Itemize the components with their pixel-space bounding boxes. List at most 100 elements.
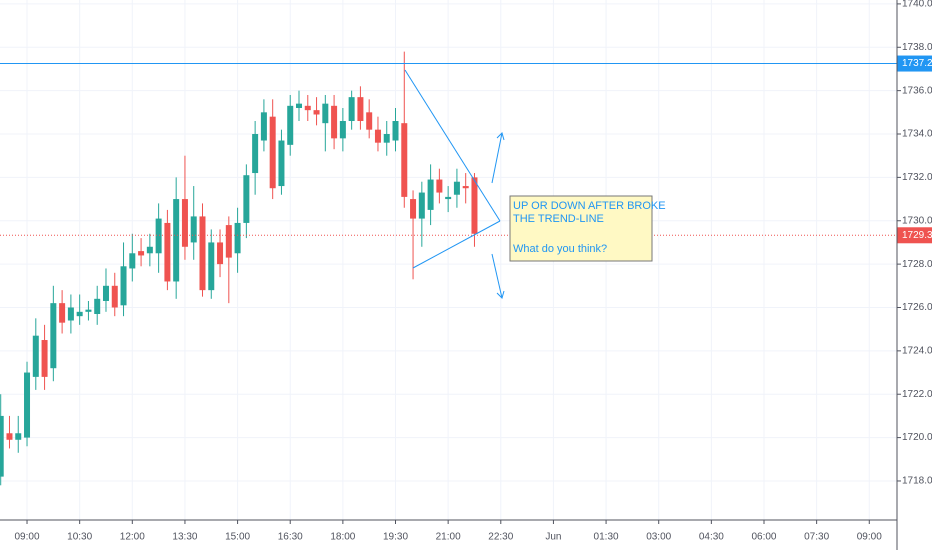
candle-body <box>243 175 250 223</box>
candle-body <box>234 222 241 254</box>
candle-body <box>339 121 346 139</box>
x-tick-label: 13:30 <box>172 532 197 543</box>
price-label: 1737.25 <box>902 58 932 69</box>
arrow-head <box>496 132 505 141</box>
candle-body <box>374 129 381 143</box>
x-tick-label: 15:00 <box>225 532 250 543</box>
candle-body <box>50 303 57 369</box>
y-tick-label: 1722.00 <box>902 389 932 400</box>
y-tick-label: 1740.00 <box>902 0 932 10</box>
candle-body <box>102 285 109 301</box>
candle-body <box>462 186 469 189</box>
candle-body <box>24 372 31 438</box>
y-tick-label: 1726.00 <box>902 302 932 313</box>
candle-body <box>173 199 180 282</box>
y-tick-label: 1734.00 <box>902 129 932 140</box>
candle-body <box>260 112 267 141</box>
x-tick-label: 09:00 <box>857 532 882 543</box>
x-tick-label: 10:30 <box>67 532 92 543</box>
candle-body <box>67 307 74 321</box>
candle-body <box>436 179 443 193</box>
candle-body <box>252 134 259 174</box>
x-tick-label: 18:00 <box>330 532 355 543</box>
candle-body <box>225 225 232 258</box>
candle-body <box>331 105 338 139</box>
candle-body <box>199 216 206 291</box>
candle-body <box>287 105 294 145</box>
candle-body <box>94 298 101 314</box>
candle-body <box>418 192 425 219</box>
x-tick-label: 09:00 <box>15 532 40 543</box>
candle-body <box>304 105 311 111</box>
candle-body <box>366 112 373 130</box>
candles <box>0 51 897 486</box>
y-tick-label: 1718.00 <box>902 476 932 487</box>
candle-body <box>427 179 434 210</box>
candle-body <box>41 340 48 377</box>
annotation-text: What do you think? <box>513 243 607 255</box>
candle-body <box>322 103 329 124</box>
x-tick-label: 16:30 <box>278 532 303 543</box>
x-tick-label: 06:00 <box>751 532 776 543</box>
candle-body <box>85 309 92 312</box>
candle-body <box>138 251 145 256</box>
candle-body <box>313 110 320 115</box>
candle-body <box>296 103 302 108</box>
candle-body <box>445 196 452 200</box>
candle-body <box>217 242 224 265</box>
candle-body <box>453 181 460 195</box>
x-tick-label: 21:00 <box>436 532 461 543</box>
candle-body <box>155 218 162 254</box>
candle-body <box>357 97 364 122</box>
y-tick-label: 1730.00 <box>902 215 932 226</box>
x-tick-label: 03:00 <box>646 532 671 543</box>
price-label: 1729.33 <box>902 230 932 241</box>
candle-body <box>410 199 417 219</box>
candle-body <box>146 246 153 254</box>
x-tick-label: 12:00 <box>120 532 145 543</box>
candle-body <box>278 140 285 187</box>
candle-body <box>32 335 39 377</box>
candle-body <box>348 97 355 122</box>
x-tick-label: 04:30 <box>699 532 724 543</box>
x-tick-label: 19:30 <box>383 532 408 543</box>
y-tick-label: 1728.00 <box>902 259 932 270</box>
candle-body <box>76 311 83 317</box>
candle-body <box>190 216 197 243</box>
candle-body <box>208 242 215 291</box>
candle-body <box>0 415 4 477</box>
candle-body <box>111 285 118 308</box>
y-tick-label: 1736.00 <box>902 85 932 96</box>
arrow <box>491 132 503 184</box>
x-tick-label: 07:30 <box>804 532 829 543</box>
y-tick-label: 1724.00 <box>902 345 932 356</box>
y-tick-label: 1732.00 <box>902 172 932 183</box>
y-tick-label: 1720.00 <box>902 432 932 443</box>
annotation: UP OR DOWN AFTER BROKE THE TREND-LINE Wh… <box>509 195 666 262</box>
candle-body <box>392 121 399 141</box>
candle-body <box>471 177 478 234</box>
trend-line <box>404 69 501 222</box>
arrow <box>491 253 503 299</box>
annotation-text: THE TREND-LINE <box>513 213 604 225</box>
candle-body <box>120 266 127 306</box>
candle-body <box>15 433 22 440</box>
candle-body <box>181 199 188 247</box>
annotation-text: UP OR DOWN AFTER BROKE <box>513 200 666 212</box>
trend-line <box>412 220 501 269</box>
x-tick-label: 01:30 <box>594 532 619 543</box>
price-label-box <box>897 227 932 244</box>
candle-body <box>401 123 408 197</box>
x-tick-label: Jun <box>545 532 561 543</box>
candle-body <box>164 222 171 282</box>
price-label-box <box>897 55 932 72</box>
candle-body <box>269 116 276 189</box>
candle-body <box>129 253 136 269</box>
drawings <box>404 69 505 299</box>
candle-body <box>383 134 390 143</box>
candle-body <box>6 433 13 440</box>
y-tick-label: 1738.00 <box>902 42 932 53</box>
